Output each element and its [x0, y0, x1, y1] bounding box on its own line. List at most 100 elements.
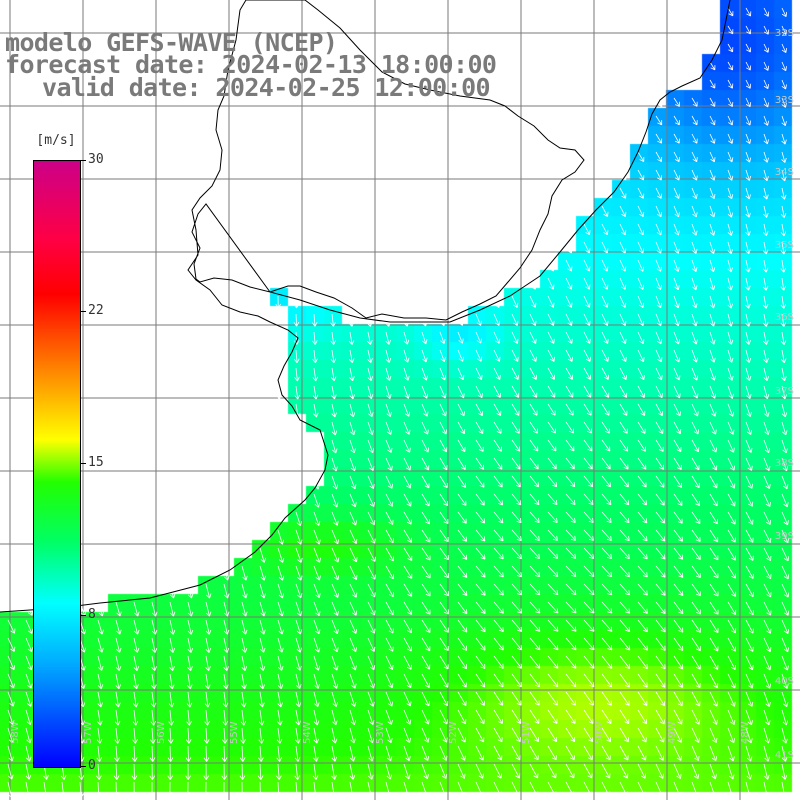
wind-arrow: [186, 691, 193, 708]
wind-arrow: [673, 259, 680, 272]
wind-arrow: [529, 691, 540, 706]
wind-arrow: [385, 601, 394, 616]
wind-arrow: [367, 763, 374, 780]
wind-arrow: [439, 565, 449, 579]
wind-arrow: [293, 313, 300, 327]
wind-arrow: [745, 763, 753, 780]
wind-arrow: [457, 475, 467, 488]
wind-arrow: [205, 601, 212, 617]
wind-arrow: [475, 439, 484, 452]
wind-arrow: [781, 763, 788, 780]
wind-arrow: [421, 403, 429, 417]
wind-arrow: [637, 385, 645, 399]
wind-arrow: [475, 637, 486, 651]
wind-arrow: [673, 439, 682, 453]
wind-arrow: [709, 655, 719, 670]
wind-arrow: [709, 367, 716, 381]
wind-arrow: [313, 655, 321, 671]
wind-arrow: [403, 421, 411, 435]
wind-arrow: [132, 727, 138, 744]
wind-arrow: [367, 673, 375, 689]
wind-arrow: [673, 511, 683, 524]
wind-arrow: [421, 781, 429, 798]
wind-arrow: [348, 349, 355, 364]
wind-arrow: [709, 475, 718, 489]
wind-arrow: [583, 223, 591, 236]
wind-arrow: [403, 547, 413, 561]
wind-arrow: [781, 115, 787, 127]
wind-arrow: [655, 673, 666, 688]
wind-arrow: [619, 295, 627, 308]
wind-arrow: [203, 763, 210, 780]
wind-arrow: [294, 763, 301, 780]
wind-arrow: [547, 673, 559, 688]
wind-arrow: [691, 565, 701, 579]
wind-arrow: [547, 745, 557, 761]
wind-arrow: [529, 457, 539, 470]
wind-arrow: [637, 565, 648, 578]
wind-arrow: [745, 655, 754, 671]
wind-arrow: [421, 331, 428, 345]
wind-arrow: [745, 187, 751, 200]
wind-arrow: [133, 673, 139, 690]
wind-arrow: [331, 493, 339, 508]
wind-arrow: [258, 745, 264, 762]
wind-arrow: [259, 583, 266, 599]
colorbar-tick: [80, 160, 86, 161]
wind-arrow: [709, 601, 719, 615]
wind-arrow: [475, 457, 485, 470]
wind-arrow: [493, 637, 504, 651]
wind-arrow: [709, 439, 717, 453]
wind-arrow: [673, 673, 683, 688]
wind-arrow: [457, 457, 466, 470]
wind-arrow: [60, 781, 67, 799]
wind-arrow: [439, 475, 448, 489]
wind-arrow: [745, 637, 754, 652]
wind-arrow: [781, 655, 789, 671]
wind-arrow: [583, 565, 595, 578]
wind-arrow: [583, 781, 593, 797]
wind-arrow: [781, 133, 787, 145]
wind-arrow: [745, 25, 752, 35]
wind-arrow: [421, 601, 431, 615]
wind-arrow: [475, 565, 486, 578]
wind-arrow: [439, 673, 449, 688]
wind-arrow: [169, 601, 176, 617]
wind-arrow: [439, 529, 449, 543]
wind-arrow: [439, 619, 449, 633]
lat-label: 38S: [774, 458, 794, 469]
wind-arrow: [295, 727, 301, 744]
wind-arrow: [385, 745, 393, 762]
wind-arrow: [565, 655, 577, 669]
wind-arrow: [691, 529, 701, 543]
wind-arrow: [239, 745, 246, 762]
wind-arrow: [780, 277, 787, 291]
wind-arrow: [691, 97, 698, 107]
wind-arrow: [763, 43, 770, 53]
wind-arrow: [331, 385, 337, 400]
wind-arrow: [42, 781, 49, 798]
wind-arrow: [637, 529, 648, 542]
wind-arrow: [781, 457, 789, 472]
wind-arrow: [762, 277, 769, 291]
wind-arrow: [493, 385, 501, 399]
wind-arrow: [745, 367, 752, 381]
wind-arrow: [601, 421, 610, 434]
wind-arrow: [511, 331, 519, 344]
wind-arrow: [313, 511, 321, 526]
wind-arrow: [295, 637, 302, 653]
wind-arrow: [727, 385, 734, 399]
wind-arrow: [511, 529, 522, 542]
wind-arrow: [547, 313, 555, 326]
wind-arrow: [691, 367, 699, 381]
wind-arrow: [311, 313, 318, 327]
wind-arrow: [673, 727, 683, 743]
wind-arrow: [745, 403, 752, 417]
wind-arrow: [330, 781, 337, 798]
wind-arrow: [475, 655, 486, 670]
wind-arrow: [457, 655, 467, 670]
wind-arrow: [673, 169, 680, 181]
wind-arrow: [529, 295, 537, 308]
